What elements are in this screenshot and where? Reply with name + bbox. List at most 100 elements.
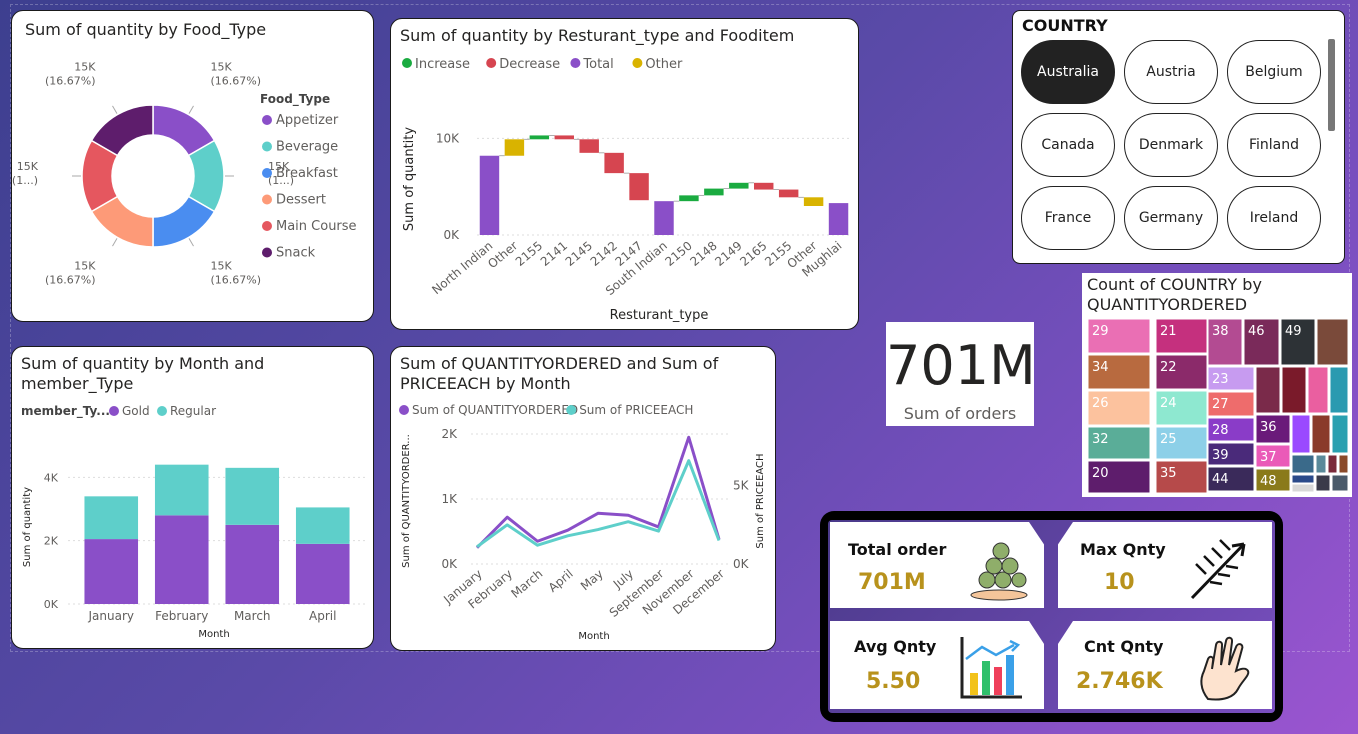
line-left-ytick: 2K <box>441 427 458 441</box>
waterfall-bar <box>704 188 724 196</box>
stacked-xtick: February <box>155 609 208 623</box>
stacked-xtick: April <box>309 609 336 623</box>
waterfall-ytick: 0K <box>443 228 460 242</box>
waterfall-ylabel: Sum of quantity <box>402 127 417 231</box>
stacked-legend-title: member_Ty... <box>21 404 110 419</box>
treemap-cell <box>1207 417 1255 442</box>
kpi-avg-qnty: Avg Qnty 5.50 <box>830 621 1044 709</box>
line-chart-card[interactable]: Sum of QUANTITYORDERED and Sum of PRICEE… <box>390 346 776 651</box>
waterfall-bar <box>629 173 649 201</box>
food-type-donut-card[interactable]: Sum of quantity by Food_Type 15K (16.67%)… <box>11 10 374 322</box>
treemap-cell <box>1280 318 1316 366</box>
coins-hand-icon <box>970 542 1028 601</box>
line-left-ytick: 0K <box>441 557 458 571</box>
country-option-finland[interactable]: Finland <box>1227 113 1321 177</box>
country-option-france[interactable]: France <box>1021 186 1115 250</box>
kpi-total-order-title: Total order <box>848 540 947 559</box>
waterfall-xtick: 2148 <box>687 239 719 269</box>
country-option-germany[interactable]: Germany <box>1124 186 1218 250</box>
kpi-cnt-qnty: Cnt Qnty 2.746K <box>1058 621 1272 709</box>
waterfall-bar <box>554 135 574 140</box>
treemap-cell-label: 23 <box>1212 372 1229 387</box>
legend-dot-main-course <box>262 221 272 231</box>
treemap-cell-label: 39 <box>1212 448 1229 463</box>
stacked-xtick: January <box>88 609 135 623</box>
line-legend-label: Sum of QUANTITYORDERED <box>412 403 578 417</box>
waterfall-legend-dot-total <box>570 58 581 68</box>
treemap-cell <box>1255 468 1291 492</box>
line-chart-title-1: Sum of QUANTITYORDERED and Sum of <box>400 354 719 373</box>
legend-dot-beverage <box>262 141 272 152</box>
line-chart[interactable]: Sum of QUANTITYORDERED Sum of PRICEEACH0K… <box>391 347 776 651</box>
slicer-scrollbar[interactable] <box>1328 39 1335 131</box>
waterfall-xtick: 2142 <box>588 239 620 269</box>
waterfall-bar <box>479 155 500 235</box>
country-option-denmark[interactable]: Denmark <box>1124 113 1218 177</box>
treemap-cell-label: 35 <box>1160 466 1177 481</box>
waterfall-ytick: 10K <box>436 131 460 145</box>
waterfall-legend-dot-decrease <box>486 58 497 68</box>
treemap-cell <box>1207 366 1255 391</box>
waterfall-bar <box>579 139 599 153</box>
stacked-ylabel: Sum of quantity <box>22 487 33 567</box>
country-option-australia[interactable]: Australia <box>1021 40 1115 104</box>
treemap-cell <box>1255 366 1281 414</box>
waterfall-legend-total: Total <box>582 57 613 72</box>
legend-label-appetizer: Appetizer <box>276 113 339 128</box>
line-series-priceeach <box>476 459 721 548</box>
sum-orders-label: Sum of orders <box>903 404 1017 423</box>
legend-label-snack: Snack <box>276 246 316 261</box>
waterfall-bar <box>529 135 550 140</box>
treemap-cell <box>1087 426 1151 460</box>
donut-leader-line <box>112 105 118 114</box>
kpi-max-qnty-title: Max Qnty <box>1080 540 1166 559</box>
sum-orders-card: 701M Sum of orders <box>886 322 1036 426</box>
treemap-cell-label: 44 <box>1212 472 1229 487</box>
stacked-xtick: March <box>234 609 271 623</box>
kpi-max-qnty: Max Qnty 10 <box>1058 522 1272 608</box>
stacked-ytick: 0K <box>44 598 59 611</box>
donut-leader-line <box>188 105 194 114</box>
treemap-cell <box>1311 414 1331 454</box>
country-option-canada[interactable]: Canada <box>1021 113 1115 177</box>
treemap-cell-label: 38 <box>1212 324 1229 339</box>
country-option-austria[interactable]: Austria <box>1124 40 1218 104</box>
treemap-chart[interactable]: 29 34 26 32 20 21 22 24 25 35 38 46 49 23 27 28 39 44 36 37… <box>1082 273 1352 497</box>
treemap-cell <box>1291 474 1315 484</box>
treemap-cell <box>1329 366 1349 414</box>
kpi-avg-qnty-title: Avg Qnty <box>854 637 937 656</box>
sum-orders-value: 701M <box>886 334 1036 397</box>
waterfall-card[interactable]: Sum of quantity by Resturant_type and Fo… <box>390 18 859 330</box>
month-member-card[interactable]: Sum of quantity by Month and member_Type… <box>11 346 374 649</box>
donut-data-label-pct: (1...) <box>12 174 38 187</box>
waterfall-bar <box>604 152 624 174</box>
donut-data-label: 15K <box>211 60 233 73</box>
donut-leader-line <box>188 238 194 247</box>
treemap-cell <box>1331 414 1349 454</box>
country-slicer[interactable]: COUNTRY Australia Austria Belgium Canada Den… <box>1012 10 1345 264</box>
donut-leader-line <box>112 238 118 247</box>
country-option-ireland[interactable]: Ireland <box>1227 186 1321 250</box>
kpi-max-qnty-value: 10 <box>1104 570 1135 595</box>
treemap-cell <box>1327 454 1338 474</box>
waterfall-bar <box>679 195 699 202</box>
treemap-card[interactable]: Count of COUNTRY by QUANTITYORDERED 29 34… <box>1082 273 1352 497</box>
legend-dot-dessert <box>262 194 272 205</box>
stacked-ytick: 4K <box>44 471 59 484</box>
stacked-legend-gold: Gold <box>122 404 150 418</box>
food-type-donut-chart[interactable]: 15K(16.67%)15K(1...)15K(16.67%)15K(16.67… <box>12 11 374 322</box>
treemap-cell <box>1155 390 1208 426</box>
waterfall-xtick: North Indian <box>429 239 495 298</box>
treemap-cell <box>1315 474 1331 492</box>
line-left-ylabel: Sum of QUANTITYORDER... <box>401 434 412 568</box>
legend-label-beverage: Beverage <box>276 140 338 155</box>
treemap-title: Count of COUNTRY by QUANTITYORDERED <box>1087 275 1262 314</box>
treemap-cell <box>1207 318 1243 366</box>
treemap-cell-label: 26 <box>1092 396 1109 411</box>
treemap-cell <box>1307 366 1329 414</box>
stacked-xlabel: Month <box>198 629 229 640</box>
waterfall-chart[interactable]: Increase Decrease Total Other 0K 10K Sum of qu… <box>391 19 859 330</box>
treemap-cell-label: 34 <box>1092 360 1109 375</box>
country-option-belgium[interactable]: Belgium <box>1227 40 1321 104</box>
